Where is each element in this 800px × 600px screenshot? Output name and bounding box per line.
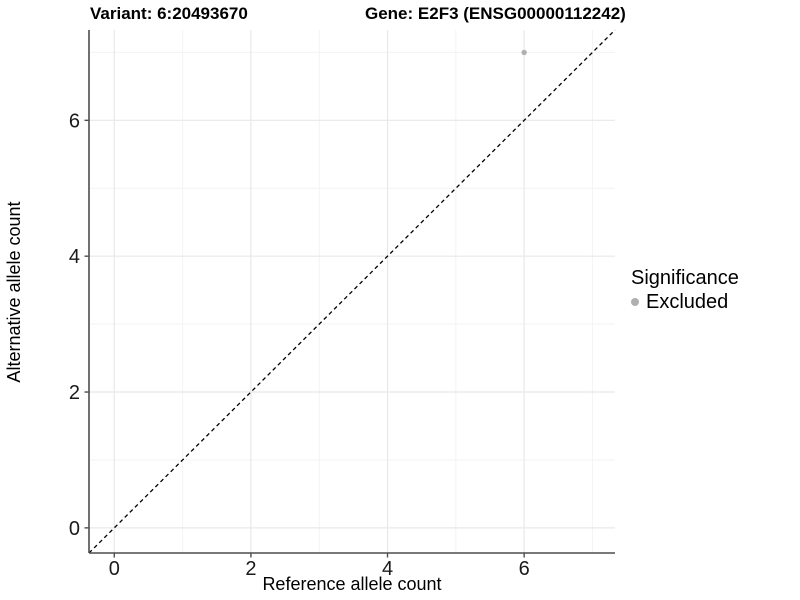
legend-item-excluded: Excluded (631, 290, 739, 314)
x-tick-label: 4 (382, 558, 393, 580)
legend-title: Significance (631, 267, 739, 289)
excluded-point-swatch (631, 298, 639, 306)
x-tick-label: 0 (109, 558, 120, 580)
x-axis-title: Reference allele count (262, 574, 442, 594)
y-axis-title: Alternative allele count (4, 201, 24, 383)
identity-reference-line (88, 29, 616, 554)
y-tick-label: 2 (69, 382, 80, 404)
y-tick-label: 0 (69, 518, 80, 540)
data-point-excluded (521, 49, 527, 56)
x-tick-label: 6 (519, 558, 530, 580)
variant-title: Variant: 6:20493670 (90, 4, 248, 23)
gene-title: Gene: E2F3 (ENSG00000112242) (365, 4, 626, 23)
legend-item-label: Excluded (646, 290, 729, 313)
legend: Significance Excluded (631, 266, 739, 314)
x-tick-label: 2 (245, 558, 256, 580)
y-tick-label: 4 (69, 246, 80, 268)
y-tick-label: 6 (69, 110, 80, 132)
